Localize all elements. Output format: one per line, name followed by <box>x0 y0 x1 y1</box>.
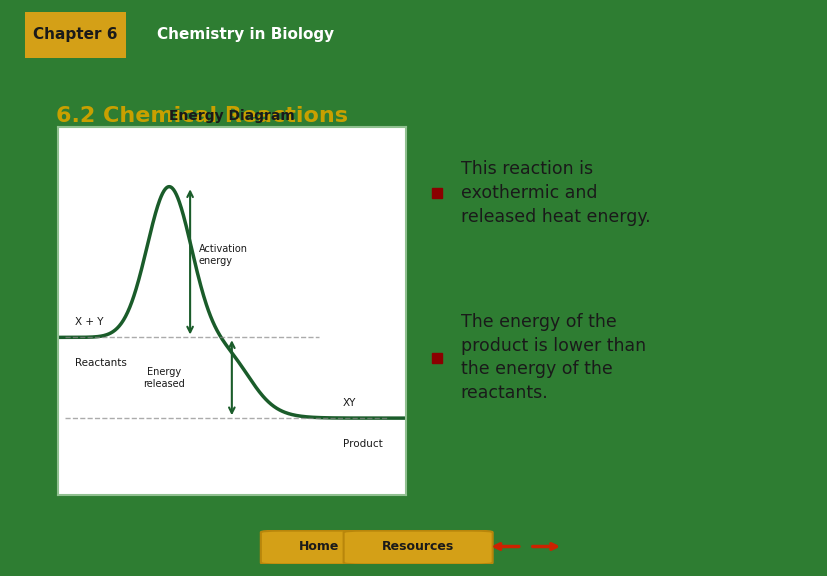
Title: Energy Diagram: Energy Diagram <box>169 109 294 123</box>
X-axis label: Reaction progress: Reaction progress <box>168 501 295 514</box>
FancyBboxPatch shape <box>25 12 126 58</box>
Text: This reaction is
exothermic and
released heat energy.: This reaction is exothermic and released… <box>460 161 649 226</box>
Y-axis label: Energy: Energy <box>40 286 52 336</box>
Text: Energy
released: Energy released <box>143 367 184 389</box>
Text: Product: Product <box>342 439 382 449</box>
Text: Resources: Resources <box>381 540 454 553</box>
Text: Chapter 6: Chapter 6 <box>33 27 117 42</box>
Text: The energy of the
product is lower than
the energy of the
reactants.: The energy of the product is lower than … <box>460 313 645 402</box>
FancyBboxPatch shape <box>261 530 376 564</box>
Text: Chemistry in Biology: Chemistry in Biology <box>157 27 334 42</box>
Text: Reactants: Reactants <box>75 358 127 369</box>
FancyBboxPatch shape <box>343 530 492 564</box>
Text: 6.2 Chemical Reactions: 6.2 Chemical Reactions <box>56 106 347 126</box>
Text: XY: XY <box>342 397 356 408</box>
Text: X + Y: X + Y <box>75 317 103 327</box>
Text: Activation
energy: Activation energy <box>198 244 247 266</box>
Text: Home: Home <box>299 540 338 553</box>
